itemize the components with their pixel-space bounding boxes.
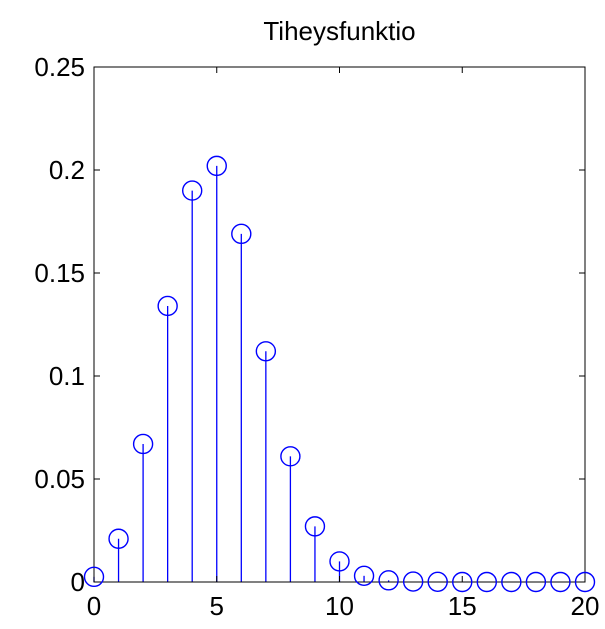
stem-marker	[255, 341, 277, 362]
x-tick-label: 20	[571, 591, 600, 621]
stems-layer	[93, 165, 439, 582]
stem-marker	[378, 570, 399, 591]
stem-marker	[525, 571, 547, 593]
ticks-layer: 0 5 10 15 20 0 0.05 0.1 0.15 0.2 0.25	[34, 52, 599, 621]
chart-title: Tiheysfunktio	[263, 16, 415, 46]
markers-layer	[83, 155, 596, 593]
y-tick-label: 0	[71, 567, 85, 597]
x-tick-label: 15	[448, 591, 477, 621]
stem-marker	[550, 571, 571, 593]
stem-marker	[427, 571, 448, 592]
stem-marker	[108, 528, 129, 549]
stem-marker	[353, 565, 375, 587]
stem-marker	[304, 516, 326, 537]
y-tick-label: 0.2	[49, 155, 85, 185]
stem-marker	[132, 433, 154, 455]
stem-marker	[476, 571, 497, 593]
y-tick-label: 0.25	[34, 52, 85, 82]
stem-marker	[206, 155, 227, 177]
x-tick-label: 10	[325, 591, 354, 621]
stem-marker	[452, 571, 473, 593]
stem-marker	[402, 571, 424, 592]
stem-marker	[501, 571, 522, 593]
stem-marker	[329, 551, 350, 572]
stem-marker	[83, 566, 105, 588]
x-tick-label: 0	[87, 591, 101, 621]
stem-marker	[157, 295, 178, 317]
stem-marker	[280, 446, 301, 467]
y-tick-label: 0.05	[34, 464, 85, 494]
y-tick-label: 0.15	[34, 258, 85, 288]
x-tick-label: 5	[210, 591, 224, 621]
stem-marker	[181, 180, 203, 201]
y-tick-label: 0.1	[49, 361, 85, 391]
stem-marker	[574, 571, 596, 593]
stem-marker	[231, 223, 252, 245]
